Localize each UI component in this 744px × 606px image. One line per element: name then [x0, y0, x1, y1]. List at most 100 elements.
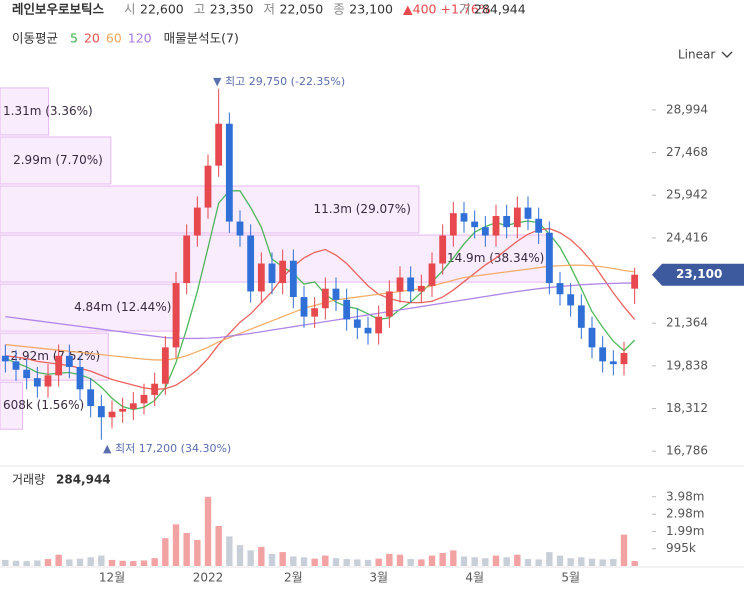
dropdown-icon[interactable]	[721, 51, 733, 58]
candle-body	[556, 283, 564, 295]
volume-bar	[588, 558, 596, 566]
profile-label[interactable]: 매물분석도(7)	[164, 31, 239, 46]
candle-body	[449, 213, 457, 236]
candle-body	[343, 299, 351, 320]
volume-bar	[514, 554, 521, 566]
candle-body	[535, 218, 543, 233]
candle-body	[129, 403, 137, 409]
quote-value: 22,600	[140, 2, 184, 17]
candle-body	[87, 389, 95, 407]
high-annotation: ▼ 최고 29,750 (-22.35%)	[213, 75, 345, 88]
volume-bar	[172, 524, 180, 566]
volume-bar	[183, 532, 190, 566]
ma-label: 이동평균	[12, 31, 58, 46]
legend-item: 20	[84, 31, 100, 46]
change: ▲400	[403, 2, 437, 17]
price-badge-label: 23,100	[676, 267, 722, 281]
candle-body	[439, 235, 447, 264]
volume-bar	[471, 557, 478, 566]
volume-bar	[503, 557, 510, 566]
volume-profile-label: 2.99m (7.70%)	[13, 153, 103, 167]
candle-body	[311, 308, 319, 317]
candle-body	[375, 316, 383, 334]
candle-body	[353, 319, 361, 328]
volume-bar	[396, 554, 404, 566]
quote-value: 22,050	[280, 2, 324, 17]
x-tick-label: 4월	[465, 571, 484, 585]
candle-body	[503, 215, 511, 228]
candle-body	[44, 375, 52, 387]
volume-bar	[492, 555, 500, 566]
volume-bar	[386, 553, 393, 566]
volume-bar	[428, 555, 436, 566]
candle-body	[545, 232, 553, 284]
volume-today: 284,944	[474, 2, 526, 17]
candle-body	[631, 274, 639, 289]
volume-bar	[535, 559, 542, 566]
volume-profile-label: 11.3m (29.07%)	[314, 202, 411, 216]
candle-body	[567, 294, 575, 306]
volume-bar	[247, 550, 254, 566]
candle-body	[193, 207, 201, 236]
candle-body	[151, 383, 159, 395]
candle-body	[321, 288, 329, 309]
x-tick-label: 2월	[284, 571, 303, 585]
volume-bar	[258, 546, 265, 566]
volume-bar	[119, 560, 126, 566]
candle-body	[620, 352, 628, 365]
volume-bar	[620, 534, 628, 566]
legend-item: 5	[70, 31, 78, 46]
candle-body	[609, 361, 617, 365]
volume-bar	[236, 545, 244, 566]
volume-bar	[439, 552, 446, 566]
volume-bar	[66, 559, 73, 566]
volume-profile-bar	[0, 87, 50, 136]
candle-body	[76, 366, 84, 390]
volume-bar	[34, 560, 41, 566]
volume-profile-label: 1.31m (3.36%)	[3, 104, 93, 118]
price-badge	[652, 263, 744, 286]
volume-profile-bar	[0, 381, 24, 430]
candle-body	[247, 235, 255, 292]
volume-bar	[567, 558, 574, 566]
volume-bar	[151, 558, 158, 566]
volume-bar	[354, 559, 361, 566]
candle-body	[225, 123, 233, 222]
volume-bar	[204, 496, 212, 566]
volume-bar	[460, 556, 468, 566]
candle-body	[215, 123, 223, 166]
volume-bar	[311, 558, 318, 566]
y-tick-label: 24,416	[666, 230, 708, 244]
candle-body	[12, 361, 20, 370]
y-tick-label: 27,468	[666, 145, 708, 159]
quote-label: 고	[194, 2, 206, 17]
candle-body	[289, 260, 297, 298]
y-tick-label: 19,838	[666, 358, 708, 372]
candle-body	[492, 215, 500, 236]
y-tick-label: 25,942	[666, 188, 708, 202]
quote-value: 23,100	[349, 2, 393, 17]
volume-profile-bar	[0, 283, 180, 332]
candle-body	[1, 355, 9, 362]
x-tick-label: 2022	[193, 571, 224, 585]
scale-mode[interactable]: Linear	[678, 48, 715, 62]
volume-tick-label: 995k	[666, 541, 696, 555]
volume-bar	[2, 559, 9, 566]
y-tick-label: 18,312	[666, 401, 708, 415]
volume-bar	[343, 559, 350, 566]
candle-body	[236, 221, 244, 236]
x-tick-label: 12월	[99, 571, 125, 585]
candle-body	[257, 263, 265, 292]
candle-body	[204, 165, 212, 208]
volume-bar	[98, 555, 105, 566]
volume-bar	[76, 558, 84, 566]
y-tick-label: 21,364	[666, 316, 708, 330]
volume-bar	[364, 559, 372, 566]
legend-item: 60	[106, 31, 122, 46]
candle-body	[183, 235, 191, 284]
volume-title-value: 284,944	[56, 473, 111, 487]
volume-profile-label: 4.84m (12.44%)	[74, 300, 171, 314]
volume-bar	[108, 559, 116, 566]
